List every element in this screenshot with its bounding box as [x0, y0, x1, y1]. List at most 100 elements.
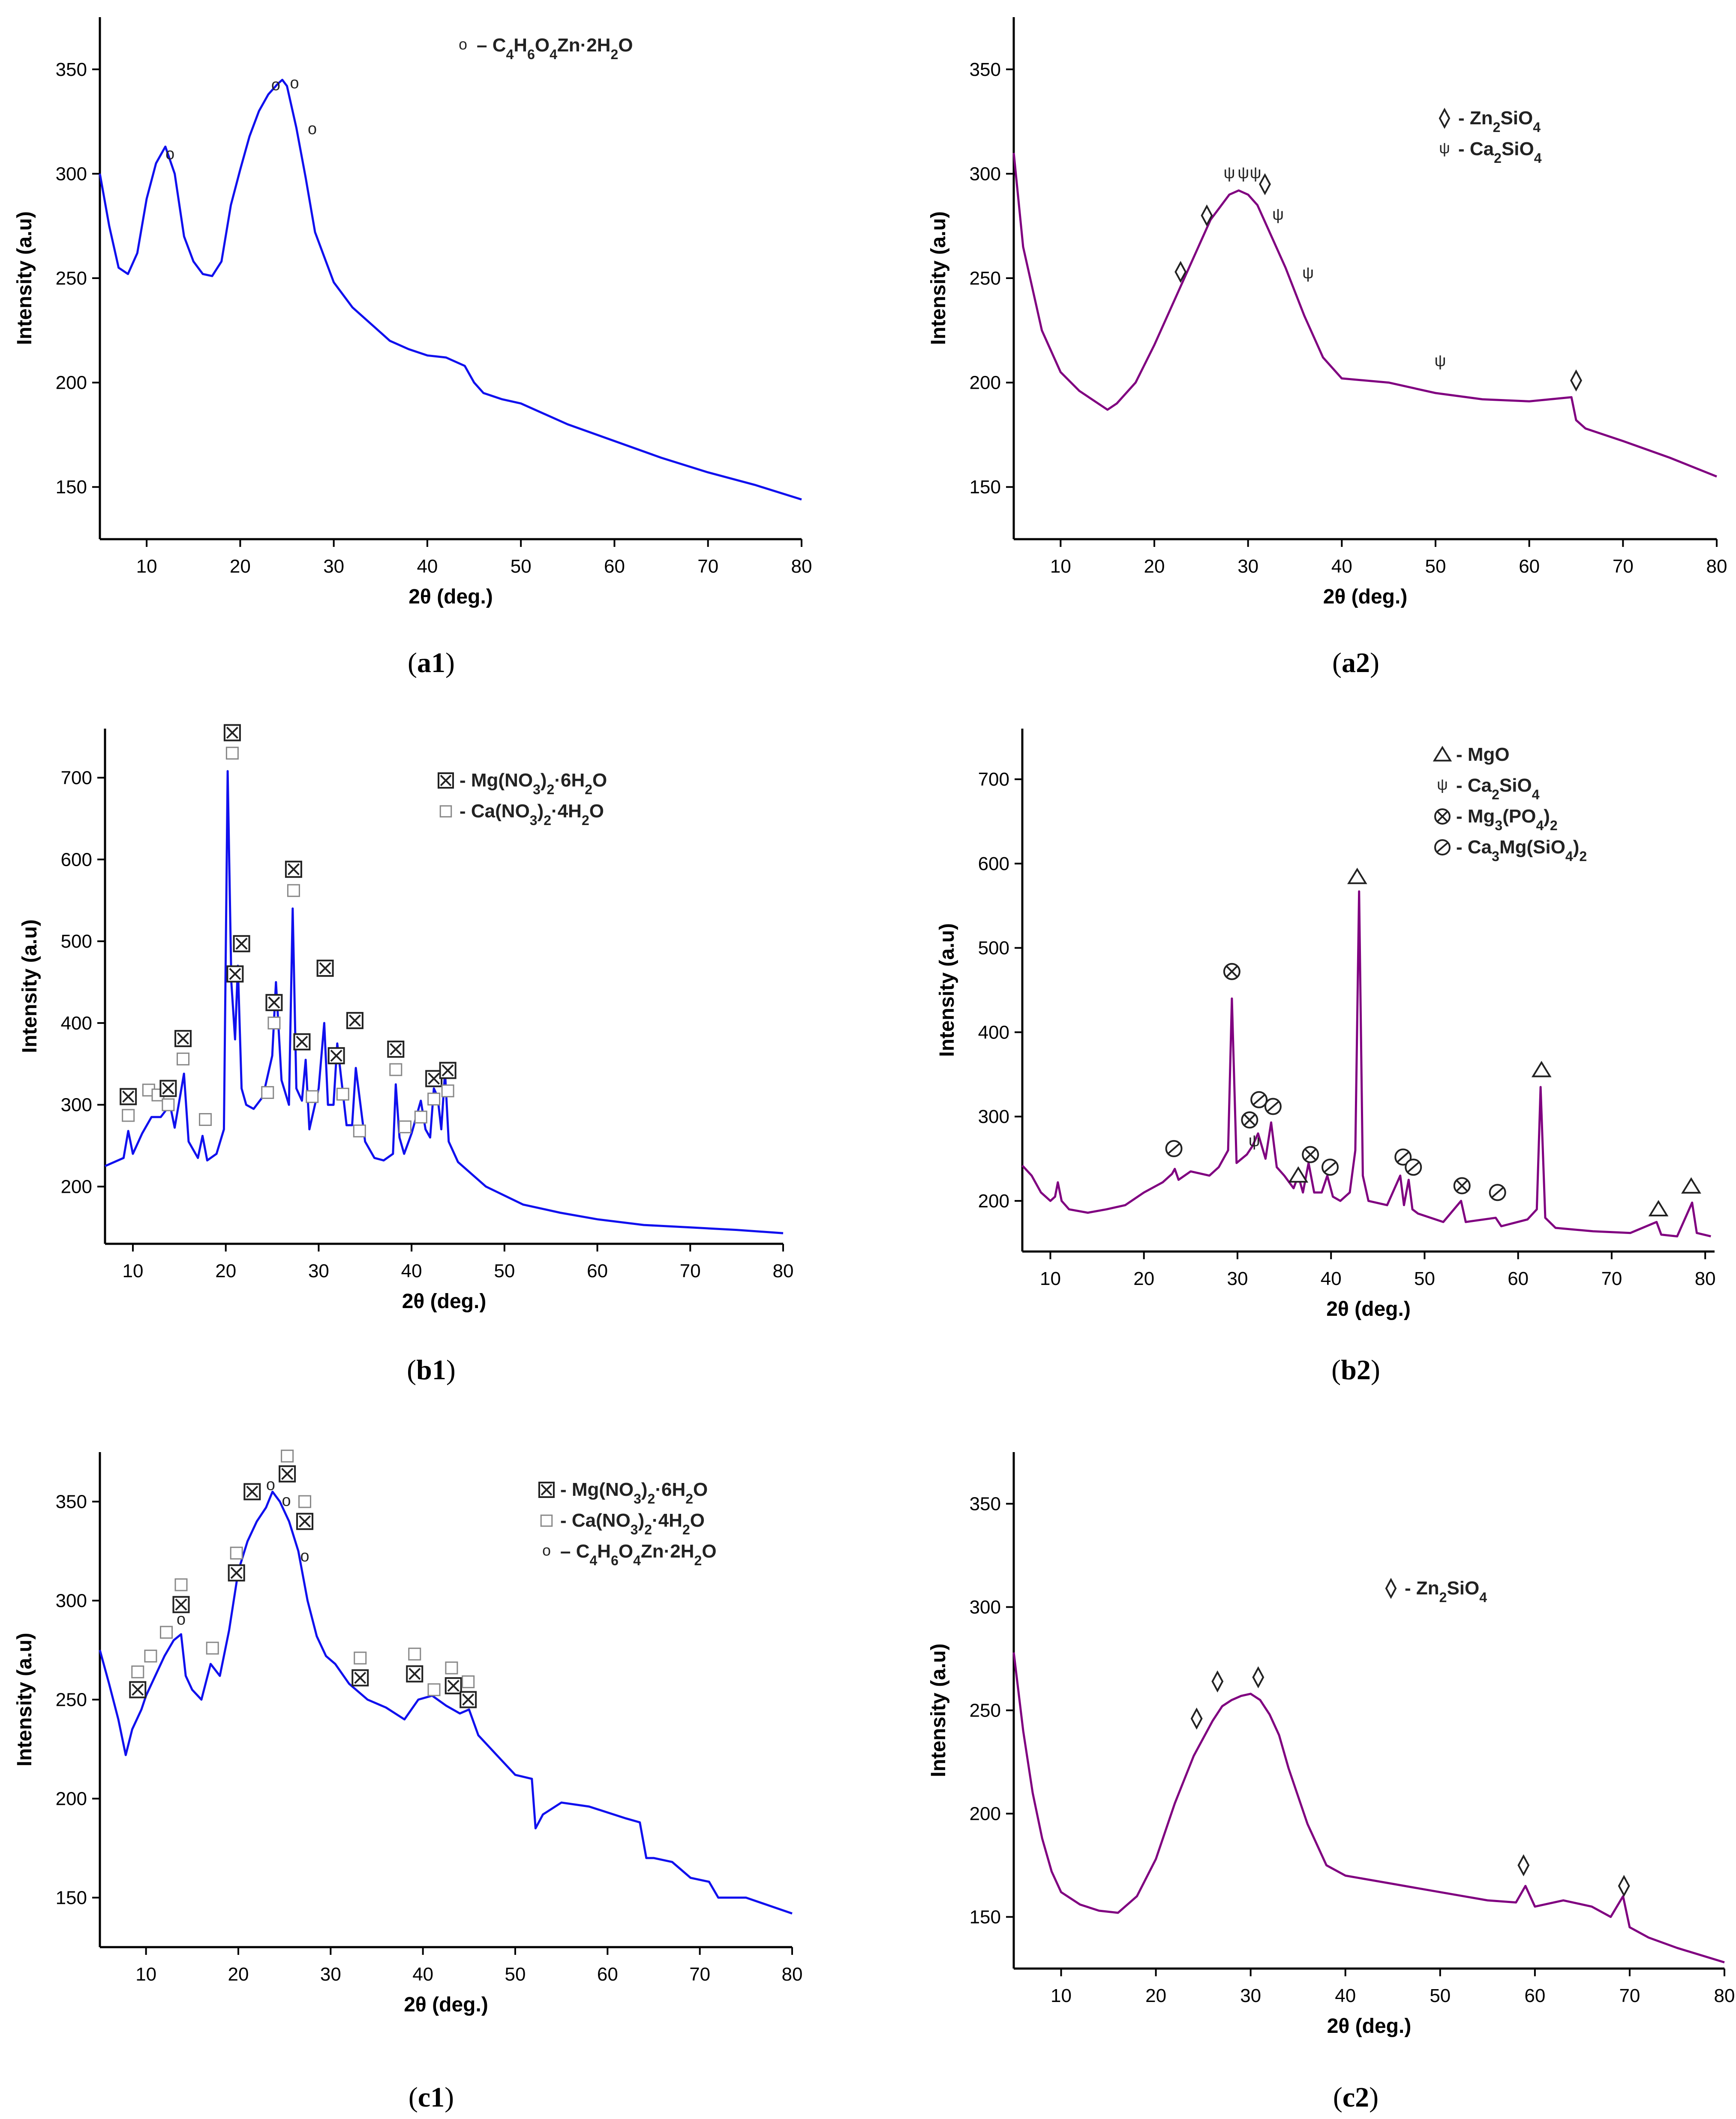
y-axis-label: Intensity (a.u) [13, 211, 36, 345]
zinc-acetate-marker: o [165, 145, 174, 163]
x-tick-label: 20 [215, 1261, 236, 1282]
ca-nitrate-marker [414, 1111, 427, 1124]
ca-nitrate-marker [408, 1648, 421, 1661]
x-tick-label: 50 [505, 1964, 526, 1985]
x-tick-label: 60 [1519, 556, 1540, 577]
legend-label: – C4H6O4Zn·2H2O [477, 35, 633, 62]
zn2sio4-marker [1517, 1854, 1530, 1876]
ca3mgsio4-marker-stroke1 [1397, 1151, 1410, 1163]
y-tick-label: 500 [978, 938, 1009, 959]
legend-label: - MgO [1456, 744, 1510, 765]
legend-mg-nitrate-marker-stroke2 [541, 1484, 553, 1496]
legend-mg-nitrate-marker-stroke2 [440, 774, 452, 786]
x-tick-label: 80 [791, 556, 812, 577]
ca-nitrate-marker [427, 1093, 441, 1106]
series-line-b1 [104, 770, 784, 1234]
mg-nitrate-marker-stroke2 [296, 1035, 308, 1048]
mg-nitrate-marker-stroke2 [122, 1090, 135, 1103]
ca2sio4-marker: ψ [1250, 164, 1261, 182]
chart-b1: 10 20 30 40 50 60 70 80 200 300 400 500 600 700 2θ (de… [18, 724, 794, 1386]
y-tick-label: 600 [978, 853, 1009, 874]
y-axis-label: Intensity (a.u) [936, 923, 958, 1057]
x-axis-label: 2θ (deg.) [408, 585, 493, 608]
chart-b2: 10 20 30 40 50 60 70 80 200 300 400 500 600 700 2θ (de… [936, 729, 1716, 1386]
ca-nitrate-marker [445, 1661, 458, 1675]
legend-ca-nitrate-marker [439, 805, 452, 818]
x-tick-label: 10 [123, 1261, 144, 1282]
legend-label: - Zn2SiO4 [1405, 1578, 1487, 1605]
legend-zinc-acetate-marker: o [459, 36, 467, 53]
y-tick-label: 350 [970, 59, 1001, 80]
x-tick-label: 60 [1508, 1268, 1529, 1289]
legend-mg3po4-marker-stroke2 [1436, 810, 1448, 822]
ca-nitrate-marker [230, 1546, 243, 1560]
x-tick-label: 60 [587, 1261, 608, 1282]
y-tick-label: 150 [970, 1907, 1001, 1928]
ca-nitrate-marker [160, 1626, 173, 1639]
mg-nitrate-marker-stroke2 [175, 1598, 187, 1611]
legend-label: - Ca2SiO4 [1458, 138, 1542, 166]
y-tick-label: 200 [970, 1804, 1001, 1825]
x-tick-label: 80 [1706, 556, 1727, 577]
x-axis-label: 2θ (deg.) [1327, 2015, 1412, 2038]
legend-mgo-marker [1433, 746, 1452, 762]
legend-zn2sio4-marker [1385, 1578, 1397, 1599]
y-tick-label: 500 [61, 931, 92, 952]
legend-ca2sio4-marker: ψ [1437, 776, 1448, 793]
x-tick-label: 80 [1695, 1268, 1716, 1289]
x-tick-label: 20 [1144, 556, 1165, 577]
ca2sio4-marker: ψ [1302, 264, 1314, 282]
y-tick-label: 150 [56, 477, 87, 498]
y-axis-label: Intensity (a.u) [13, 1633, 36, 1766]
mg-nitrate-marker-stroke2 [246, 1486, 258, 1498]
x-tick-label: 70 [1613, 556, 1634, 577]
legend-label: - Mg(NO3)2·6H2O [560, 1479, 708, 1507]
x-axis-label: 2θ (deg.) [1326, 1298, 1411, 1321]
ca2sio4-marker: ψ [1434, 352, 1446, 370]
mg-nitrate-marker-stroke2 [132, 1684, 144, 1696]
zn2sio4-marker [1570, 369, 1582, 392]
mg-nitrate-marker-stroke2 [299, 1515, 311, 1528]
x-axis-label: 2θ (deg.) [1323, 585, 1408, 608]
mg-nitrate-marker-stroke2 [287, 863, 300, 876]
panel-label-a1: (a1) [408, 647, 455, 678]
y-tick-label: 200 [56, 372, 87, 393]
zn2sio4-marker [1252, 1666, 1264, 1689]
ca3mgsio4-marker-stroke1 [1267, 1101, 1279, 1112]
ca3mgsio4-marker-stroke1 [1407, 1162, 1420, 1173]
legend-label: - Mg3(PO4)2 [1456, 806, 1558, 833]
y-axis-label: Intensity (a.u) [927, 1643, 950, 1777]
y-tick-label: 600 [61, 849, 92, 870]
ca-nitrate-marker [122, 1109, 135, 1122]
x-tick-label: 20 [230, 556, 251, 577]
chart-c2: 10 20 30 40 50 60 70 80 150 200 250 300 350 2θ (deg.)… [927, 1452, 1735, 2113]
x-tick-label: 20 [228, 1964, 249, 1985]
legend-label: - Zn2SiO4 [1458, 108, 1541, 135]
zn2sio4-marker [1211, 1670, 1224, 1693]
x-tick-label: 60 [1524, 1985, 1545, 2006]
mg3po4-marker-stroke2 [1225, 965, 1238, 978]
y-tick-label: 350 [56, 1492, 87, 1513]
series-line-a2 [1012, 153, 1717, 478]
mg-nitrate-marker-stroke2 [162, 1082, 174, 1095]
mg-nitrate-marker-stroke2 [177, 1032, 189, 1045]
ca-nitrate-marker [354, 1651, 367, 1665]
legend-label: - Ca3Mg(SiO4)2 [1456, 837, 1587, 864]
mg-nitrate-marker-stroke2 [235, 937, 248, 950]
x-axis-label: 2θ (deg.) [402, 1290, 487, 1313]
x-tick-label: 80 [773, 1261, 794, 1282]
mg-nitrate-marker-stroke2 [268, 996, 280, 1009]
y-axis-label: Intensity (a.u) [18, 919, 41, 1053]
x-tick-label: 10 [1051, 1985, 1072, 2006]
zinc-acetate-marker: o [290, 74, 299, 92]
mg3po4-marker-stroke2 [1456, 1180, 1468, 1192]
y-axis-label: Intensity (a.u) [927, 211, 950, 345]
panel-label-c2: (c2) [1333, 2082, 1379, 2113]
x-tick-label: 40 [401, 1261, 422, 1282]
zinc-acetate-marker: o [308, 120, 317, 138]
panel-label-b1: (b1) [407, 1354, 456, 1386]
mg-nitrate-marker-stroke2 [354, 1672, 366, 1684]
y-tick-label: 200 [56, 1789, 87, 1810]
ca2sio4-marker: ψ [1249, 1132, 1260, 1150]
ca-nitrate-marker [267, 1016, 281, 1029]
